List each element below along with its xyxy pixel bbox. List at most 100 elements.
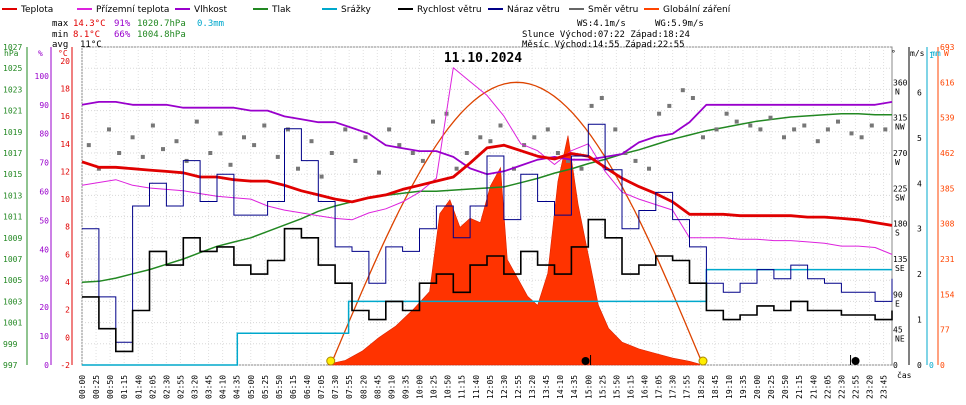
- legend-label-temperature: Teplota: [20, 5, 53, 15]
- pct-tick-label: 50: [39, 216, 49, 225]
- hpa-axis-unit: hPa: [4, 49, 19, 58]
- dir-tick-label: 360: [893, 78, 908, 87]
- x-tick-label: 03:20: [191, 375, 200, 399]
- hpa-tick-label: 1015: [3, 170, 22, 179]
- degc-tick-label: 4: [65, 278, 70, 287]
- dir-tick-label: 0: [893, 361, 898, 370]
- wind-dir-point: [296, 166, 300, 171]
- x-axis-labels: 00:00 00:25 00:50 01:15 01:40 02:05 02:30 02:55…: [78, 370, 912, 399]
- wind-dir-point: [242, 135, 246, 140]
- stats-min-label: min: [52, 30, 68, 40]
- ms-tick-label: 0: [917, 361, 922, 370]
- x-tick-label: 17:55: [683, 375, 692, 399]
- wind-dir-point: [825, 127, 830, 132]
- wm2-axis-unit: W: [944, 49, 949, 58]
- wind-dir-point: [680, 88, 685, 93]
- dir-name-label: W: [895, 158, 900, 167]
- wind-dir-point: [397, 143, 402, 148]
- dir-tick-label: 315: [893, 114, 908, 123]
- hpa-tick-label: 1021: [3, 107, 22, 116]
- hpa-tick-label: 1025: [3, 64, 22, 73]
- x-tick-label: 11:40: [472, 375, 481, 399]
- wind-dir-point: [117, 151, 122, 155]
- wind-dir-point: [690, 96, 695, 100]
- radiation-theoretical-curve: [330, 81, 704, 366]
- x-tick-label: 14:10: [556, 375, 565, 399]
- moonset-marker: [851, 357, 860, 365]
- info-moon: Měsíc Východ:14:55 Západ:22:55: [522, 40, 685, 50]
- stats-min-press: 1004.8hPa: [137, 30, 186, 40]
- pct-tick-label: 70: [39, 159, 49, 168]
- degc-tick-label: 12: [60, 167, 70, 176]
- wind-dir-point: [309, 139, 314, 144]
- wind-dir-point: [802, 123, 807, 128]
- hpa-tick-label: 1007: [3, 255, 22, 264]
- x-tick-label: 18:20: [697, 375, 706, 399]
- x-tick-label: 08:20: [359, 375, 368, 399]
- wind-dir-point: [86, 143, 91, 148]
- x-tick-label: 21:15: [795, 375, 804, 399]
- legend-label-wind_speed: Rychlost větru: [417, 5, 482, 15]
- stats-avg-temp: 11°C: [80, 40, 102, 50]
- x-tick-label: 17:30: [669, 375, 678, 399]
- wind-dir-point: [488, 139, 493, 144]
- wind-dir-point: [275, 154, 280, 159]
- pct-tick-label: 0: [44, 361, 49, 370]
- x-tick-label: 07:55: [345, 375, 354, 399]
- pct-axis-unit: %: [38, 49, 43, 58]
- wind-dir-point: [768, 115, 773, 120]
- wind-dir-point: [228, 162, 233, 167]
- wind-dir-point: [613, 127, 618, 132]
- wind-dir-point: [657, 111, 662, 116]
- wm2-tick-label: 231: [940, 255, 955, 264]
- wind-dir-point: [454, 166, 459, 171]
- wind-dir-point: [174, 139, 179, 144]
- wind-dir-point: [161, 147, 165, 152]
- ms-tick-label: 2: [917, 270, 922, 279]
- degc-tick-label: 0: [65, 333, 70, 342]
- x-tick-label: 01:40: [134, 375, 143, 399]
- x-tick-label: 00:00: [78, 375, 87, 399]
- hpa-tick-label: 1017: [3, 149, 22, 158]
- x-tick-label: 23:45: [880, 375, 889, 399]
- wind-dir-point: [478, 135, 483, 140]
- dir-name-label: N: [895, 87, 900, 96]
- x-tick-label: 12:55: [514, 375, 523, 399]
- legend-label-radiation: Globální záření: [663, 5, 731, 15]
- x-tick-label: 09:10: [387, 375, 396, 399]
- stats-min-temp: 8.1°C: [73, 30, 100, 40]
- x-tick-label: 04:35: [233, 375, 242, 399]
- x-tick-label: 15:50: [612, 375, 621, 399]
- dir-tick-label: 225: [893, 184, 908, 193]
- wind-dir-point: [319, 174, 324, 179]
- x-tick-label: 07:05: [317, 375, 326, 399]
- wind-dir-point: [869, 123, 874, 128]
- hpa-tick-label: 1001: [3, 319, 22, 328]
- stats-block: max 14.3°C 91% 1020.7hPa 0.3mm min 8.1°C…: [52, 19, 224, 50]
- x-tick-label: 05:00: [247, 375, 256, 399]
- ms-axis-unit: m/s: [910, 49, 925, 58]
- wind-dir-point: [714, 127, 719, 132]
- x-tick-label: 18:45: [711, 375, 720, 399]
- x-tick-label: 10:25: [430, 375, 439, 399]
- wind-dir-point: [758, 127, 763, 132]
- wind-dir-point: [782, 135, 786, 140]
- legend-label-rain: Srážky: [341, 5, 372, 15]
- hpa-tick-label: 1019: [3, 128, 22, 137]
- wind-dir-point: [589, 103, 594, 108]
- info-wg: WG:5.9m/s: [655, 19, 704, 29]
- x-tick-label: 00:25: [92, 375, 101, 399]
- hpa-tick-label: 999: [3, 340, 18, 349]
- hpa-tick-label: 1003: [3, 297, 22, 306]
- pct-tick-label: 20: [39, 303, 49, 312]
- degc-tick-label: -2: [60, 361, 70, 370]
- degc-tick-label: 10: [60, 195, 70, 204]
- x-tick-label: 16:40: [641, 375, 650, 399]
- sunrise-marker: [326, 356, 336, 366]
- ms-tick-label: 6: [917, 88, 922, 97]
- x-tick-label: 16:15: [626, 375, 635, 399]
- x-tick-label: 01:15: [120, 375, 129, 399]
- events-layer: [326, 355, 860, 366]
- wind-dir-point: [545, 127, 550, 132]
